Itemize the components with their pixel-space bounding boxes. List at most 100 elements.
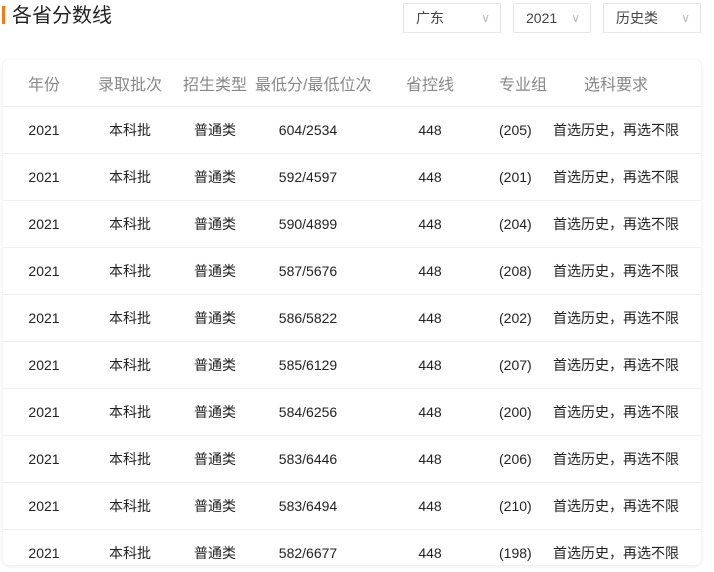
cell-subject-requirement: 首选历史，再选不限	[553, 263, 679, 279]
cell-min-score-rank: 604/2534	[278, 122, 338, 138]
cell-subject-requirement: 首选历史，再选不限	[553, 169, 679, 185]
cell-batch: 本科批	[109, 216, 151, 232]
cell-subject-requirement: 首选历史，再选不限	[553, 404, 679, 420]
cell-min-score-rank: 586/5822	[278, 310, 338, 326]
cell-batch: 本科批	[109, 451, 151, 467]
cell-year: 2021	[28, 357, 60, 373]
score-table: 年份 录取批次 招生类型 最低分/最低位次 省控线 专业组 选科要求 2021 本科批 普通类 6…	[3, 60, 701, 565]
cell-control-line: 448	[418, 498, 442, 514]
cell-major-group: (210)	[499, 498, 532, 514]
cell-type: 普通类	[194, 357, 236, 373]
cell-batch: 本科批	[109, 498, 151, 514]
cell-control-line: 448	[418, 451, 442, 467]
cell-subject-requirement: 首选历史，再选不限	[553, 357, 679, 373]
table-row: 2021 本科批 普通类 583/6494 448 (210) 首选历史，再选不限	[3, 483, 701, 530]
category-select[interactable]: 历史类 ∨	[603, 3, 701, 33]
header-year: 年份	[27, 77, 60, 94]
table-row: 2021 本科批 普通类 586/5822 448 (202) 首选历史，再选不限	[3, 295, 701, 342]
province-value: 广东	[416, 10, 444, 26]
cell-year: 2021	[28, 545, 60, 561]
cell-min-score-rank: 587/5676	[278, 263, 338, 279]
header-min-score-rank: 最低分/最低位次	[255, 77, 372, 94]
cell-subject-requirement: 首选历史，再选不限	[553, 122, 679, 138]
cell-major-group: (198)	[499, 545, 532, 561]
table-header: 年份 录取批次 招生类型 最低分/最低位次 省控线 专业组 选科要求	[3, 60, 701, 107]
cell-batch: 本科批	[109, 545, 151, 561]
cell-year: 2021	[28, 263, 60, 279]
cell-min-score-rank: 585/6129	[278, 357, 338, 373]
table-row: 2021 本科批 普通类 584/6256 448 (200) 首选历史，再选不限	[3, 389, 701, 436]
title-accent-bar	[2, 6, 5, 24]
cell-subject-requirement: 首选历史，再选不限	[553, 498, 679, 514]
cell-control-line: 448	[418, 122, 442, 138]
cell-major-group: (200)	[499, 404, 532, 420]
cell-major-group: (208)	[499, 263, 532, 279]
chevron-down-icon: ∨	[571, 11, 580, 25]
cell-control-line: 448	[418, 357, 442, 373]
chevron-down-icon: ∨	[681, 11, 690, 25]
page-title: 各省分数线	[12, 5, 112, 27]
cell-batch: 本科批	[109, 357, 151, 373]
cell-min-score-rank: 592/4597	[278, 169, 338, 185]
cell-batch: 本科批	[109, 169, 151, 185]
cell-type: 普通类	[194, 451, 236, 467]
table-row: 2021 本科批 普通类 582/6677 448 (198) 首选历史，再选不限	[3, 530, 701, 565]
cell-subject-requirement: 首选历史，再选不限	[553, 545, 679, 561]
cell-type: 普通类	[194, 216, 236, 232]
cell-batch: 本科批	[109, 263, 151, 279]
cell-year: 2021	[28, 451, 60, 467]
cell-year: 2021	[28, 404, 60, 420]
cell-control-line: 448	[418, 404, 442, 420]
cell-min-score-rank: 583/6494	[278, 498, 338, 514]
cell-subject-requirement: 首选历史，再选不限	[553, 451, 679, 467]
cell-major-group: (207)	[499, 357, 532, 373]
cell-type: 普通类	[194, 498, 236, 514]
header-control-line: 省控线	[405, 77, 454, 94]
table-row: 2021 本科批 普通类 592/4597 448 (201) 首选历史，再选不限	[3, 154, 701, 201]
cell-major-group: (202)	[499, 310, 532, 326]
cell-min-score-rank: 582/6677	[278, 545, 338, 561]
cell-control-line: 448	[418, 169, 442, 185]
cell-min-score-rank: 583/6446	[278, 451, 338, 467]
table-row: 2021 本科批 普通类 583/6446 448 (206) 首选历史，再选不限	[3, 436, 701, 483]
header-batch: 录取批次	[97, 77, 162, 94]
cell-year: 2021	[28, 310, 60, 326]
cell-type: 普通类	[194, 122, 236, 138]
cell-year: 2021	[28, 122, 60, 138]
year-select[interactable]: 2021 ∨	[513, 3, 591, 33]
cell-subject-requirement: 首选历史，再选不限	[553, 310, 679, 326]
cell-major-group: (206)	[499, 451, 532, 467]
header-type: 招生类型	[182, 77, 247, 94]
category-value: 历史类	[616, 10, 658, 26]
cell-major-group: (201)	[499, 169, 532, 185]
cell-year: 2021	[28, 169, 60, 185]
province-select[interactable]: 广东 ∨	[403, 3, 501, 33]
year-value: 2021	[526, 10, 558, 26]
cell-control-line: 448	[418, 216, 442, 232]
cell-control-line: 448	[418, 263, 442, 279]
cell-batch: 本科批	[109, 122, 151, 138]
cell-control-line: 448	[418, 310, 442, 326]
cell-type: 普通类	[194, 310, 236, 326]
cell-year: 2021	[28, 498, 60, 514]
cell-type: 普通类	[194, 404, 236, 420]
cell-batch: 本科批	[109, 310, 151, 326]
header-major-group: 专业组	[499, 77, 548, 94]
cell-min-score-rank: 590/4899	[278, 216, 338, 232]
chevron-down-icon: ∨	[481, 11, 490, 25]
cell-subject-requirement: 首选历史，再选不限	[553, 216, 679, 232]
cell-type: 普通类	[194, 169, 236, 185]
cell-type: 普通类	[194, 545, 236, 561]
table-row: 2021 本科批 普通类 590/4899 448 (204) 首选历史，再选不限	[3, 201, 701, 248]
cell-type: 普通类	[194, 263, 236, 279]
table-row: 2021 本科批 普通类 587/5676 448 (208) 首选历史，再选不限	[3, 248, 701, 295]
cell-major-group: (205)	[499, 122, 532, 138]
cell-year: 2021	[28, 216, 60, 232]
cell-min-score-rank: 584/6256	[278, 404, 338, 420]
table-row: 2021 本科批 普通类 604/2534 448 (205) 首选历史，再选不限	[3, 107, 701, 154]
table-row: 2021 本科批 普通类 585/6129 448 (207) 首选历史，再选不限	[3, 342, 701, 389]
header-subject-requirement: 选科要求	[583, 77, 648, 94]
cell-control-line: 448	[418, 545, 442, 561]
cell-major-group: (204)	[499, 216, 532, 232]
cell-batch: 本科批	[109, 404, 151, 420]
